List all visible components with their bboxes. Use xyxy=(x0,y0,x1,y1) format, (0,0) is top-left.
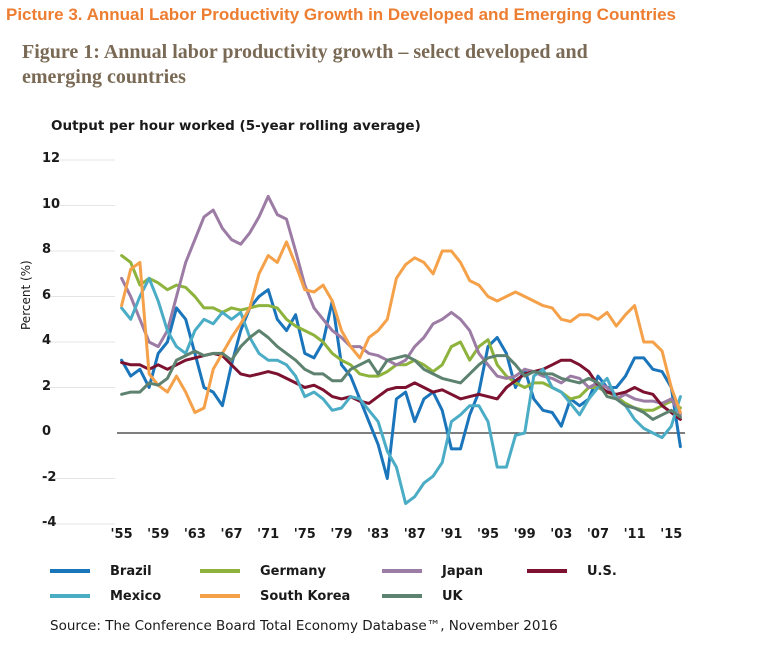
y-tick-label: 10 xyxy=(42,196,61,212)
legend-label: UK xyxy=(442,588,463,604)
x-tick-label: '59 xyxy=(147,527,170,542)
y-tick-label: -4 xyxy=(42,515,57,530)
picture-title: Picture 3. Annual Labor Productivity Gro… xyxy=(6,5,677,24)
y-tick-label: 6 xyxy=(42,287,52,303)
x-tick-label: '79 xyxy=(330,527,353,542)
legend-label: Japan xyxy=(442,563,483,579)
x-tick-label: '03 xyxy=(550,527,573,542)
legend-swatch xyxy=(382,594,422,598)
series-line-mexico xyxy=(120,276,682,505)
x-tick-label: '67 xyxy=(220,527,243,542)
legend-item: South Korea xyxy=(200,588,350,604)
figure-title: Figure 1: Annual labor productivity grow… xyxy=(22,41,588,88)
legend-label: Mexico xyxy=(110,588,162,604)
chart-subtitle: Output per hour worked (5-year rolling a… xyxy=(51,118,421,134)
legend-label: Germany xyxy=(260,563,326,579)
y-tick-label: 4 xyxy=(42,333,52,348)
legend-swatch xyxy=(200,569,240,573)
series-line-uk xyxy=(120,329,682,421)
x-tick-label: '07 xyxy=(586,527,609,542)
y-tick-label: 12 xyxy=(42,151,61,166)
x-tick-label: '55 xyxy=(110,527,133,542)
x-tick-label: '15 xyxy=(660,527,683,542)
x-tick-label: '95 xyxy=(476,527,500,542)
x-tick-label: '75 xyxy=(293,527,316,542)
legend-label: South Korea xyxy=(260,588,351,604)
x-tick-label: '83 xyxy=(367,527,390,542)
legend-swatch xyxy=(527,569,567,573)
x-tick-label: '91 xyxy=(440,527,463,542)
legend-item: Germany xyxy=(200,563,326,579)
series-line-south-korea xyxy=(120,240,682,414)
y-tick-label: 8 xyxy=(42,242,52,257)
legend-item: U.S. xyxy=(527,563,617,579)
x-tick-label: '71 xyxy=(257,527,280,542)
x-tick-label: '11 xyxy=(623,527,646,542)
legend-label: U.S. xyxy=(587,563,617,579)
y-tick-label: 0 xyxy=(42,424,52,439)
y-tick-label: 2 xyxy=(42,378,52,394)
x-tick-label: '99 xyxy=(513,527,536,542)
legend-swatch xyxy=(50,594,90,598)
legend-swatch xyxy=(382,569,422,573)
series-line-japan xyxy=(120,194,682,417)
legend-item: Mexico xyxy=(50,588,161,604)
legend-item: Japan xyxy=(382,563,483,579)
legend-swatch xyxy=(50,569,90,573)
legend-item: UK xyxy=(382,588,463,604)
y-tick-label: -2 xyxy=(42,469,57,485)
source-note: Source: The Conference Board Total Econo… xyxy=(50,618,558,634)
legend-label: Brazil xyxy=(110,563,152,579)
series-line-germany xyxy=(120,254,682,412)
x-tick-label: '63 xyxy=(183,527,206,542)
x-tick-label: '87 xyxy=(403,527,426,542)
legend-item: Brazil xyxy=(50,563,152,579)
legend-swatch xyxy=(200,594,240,598)
